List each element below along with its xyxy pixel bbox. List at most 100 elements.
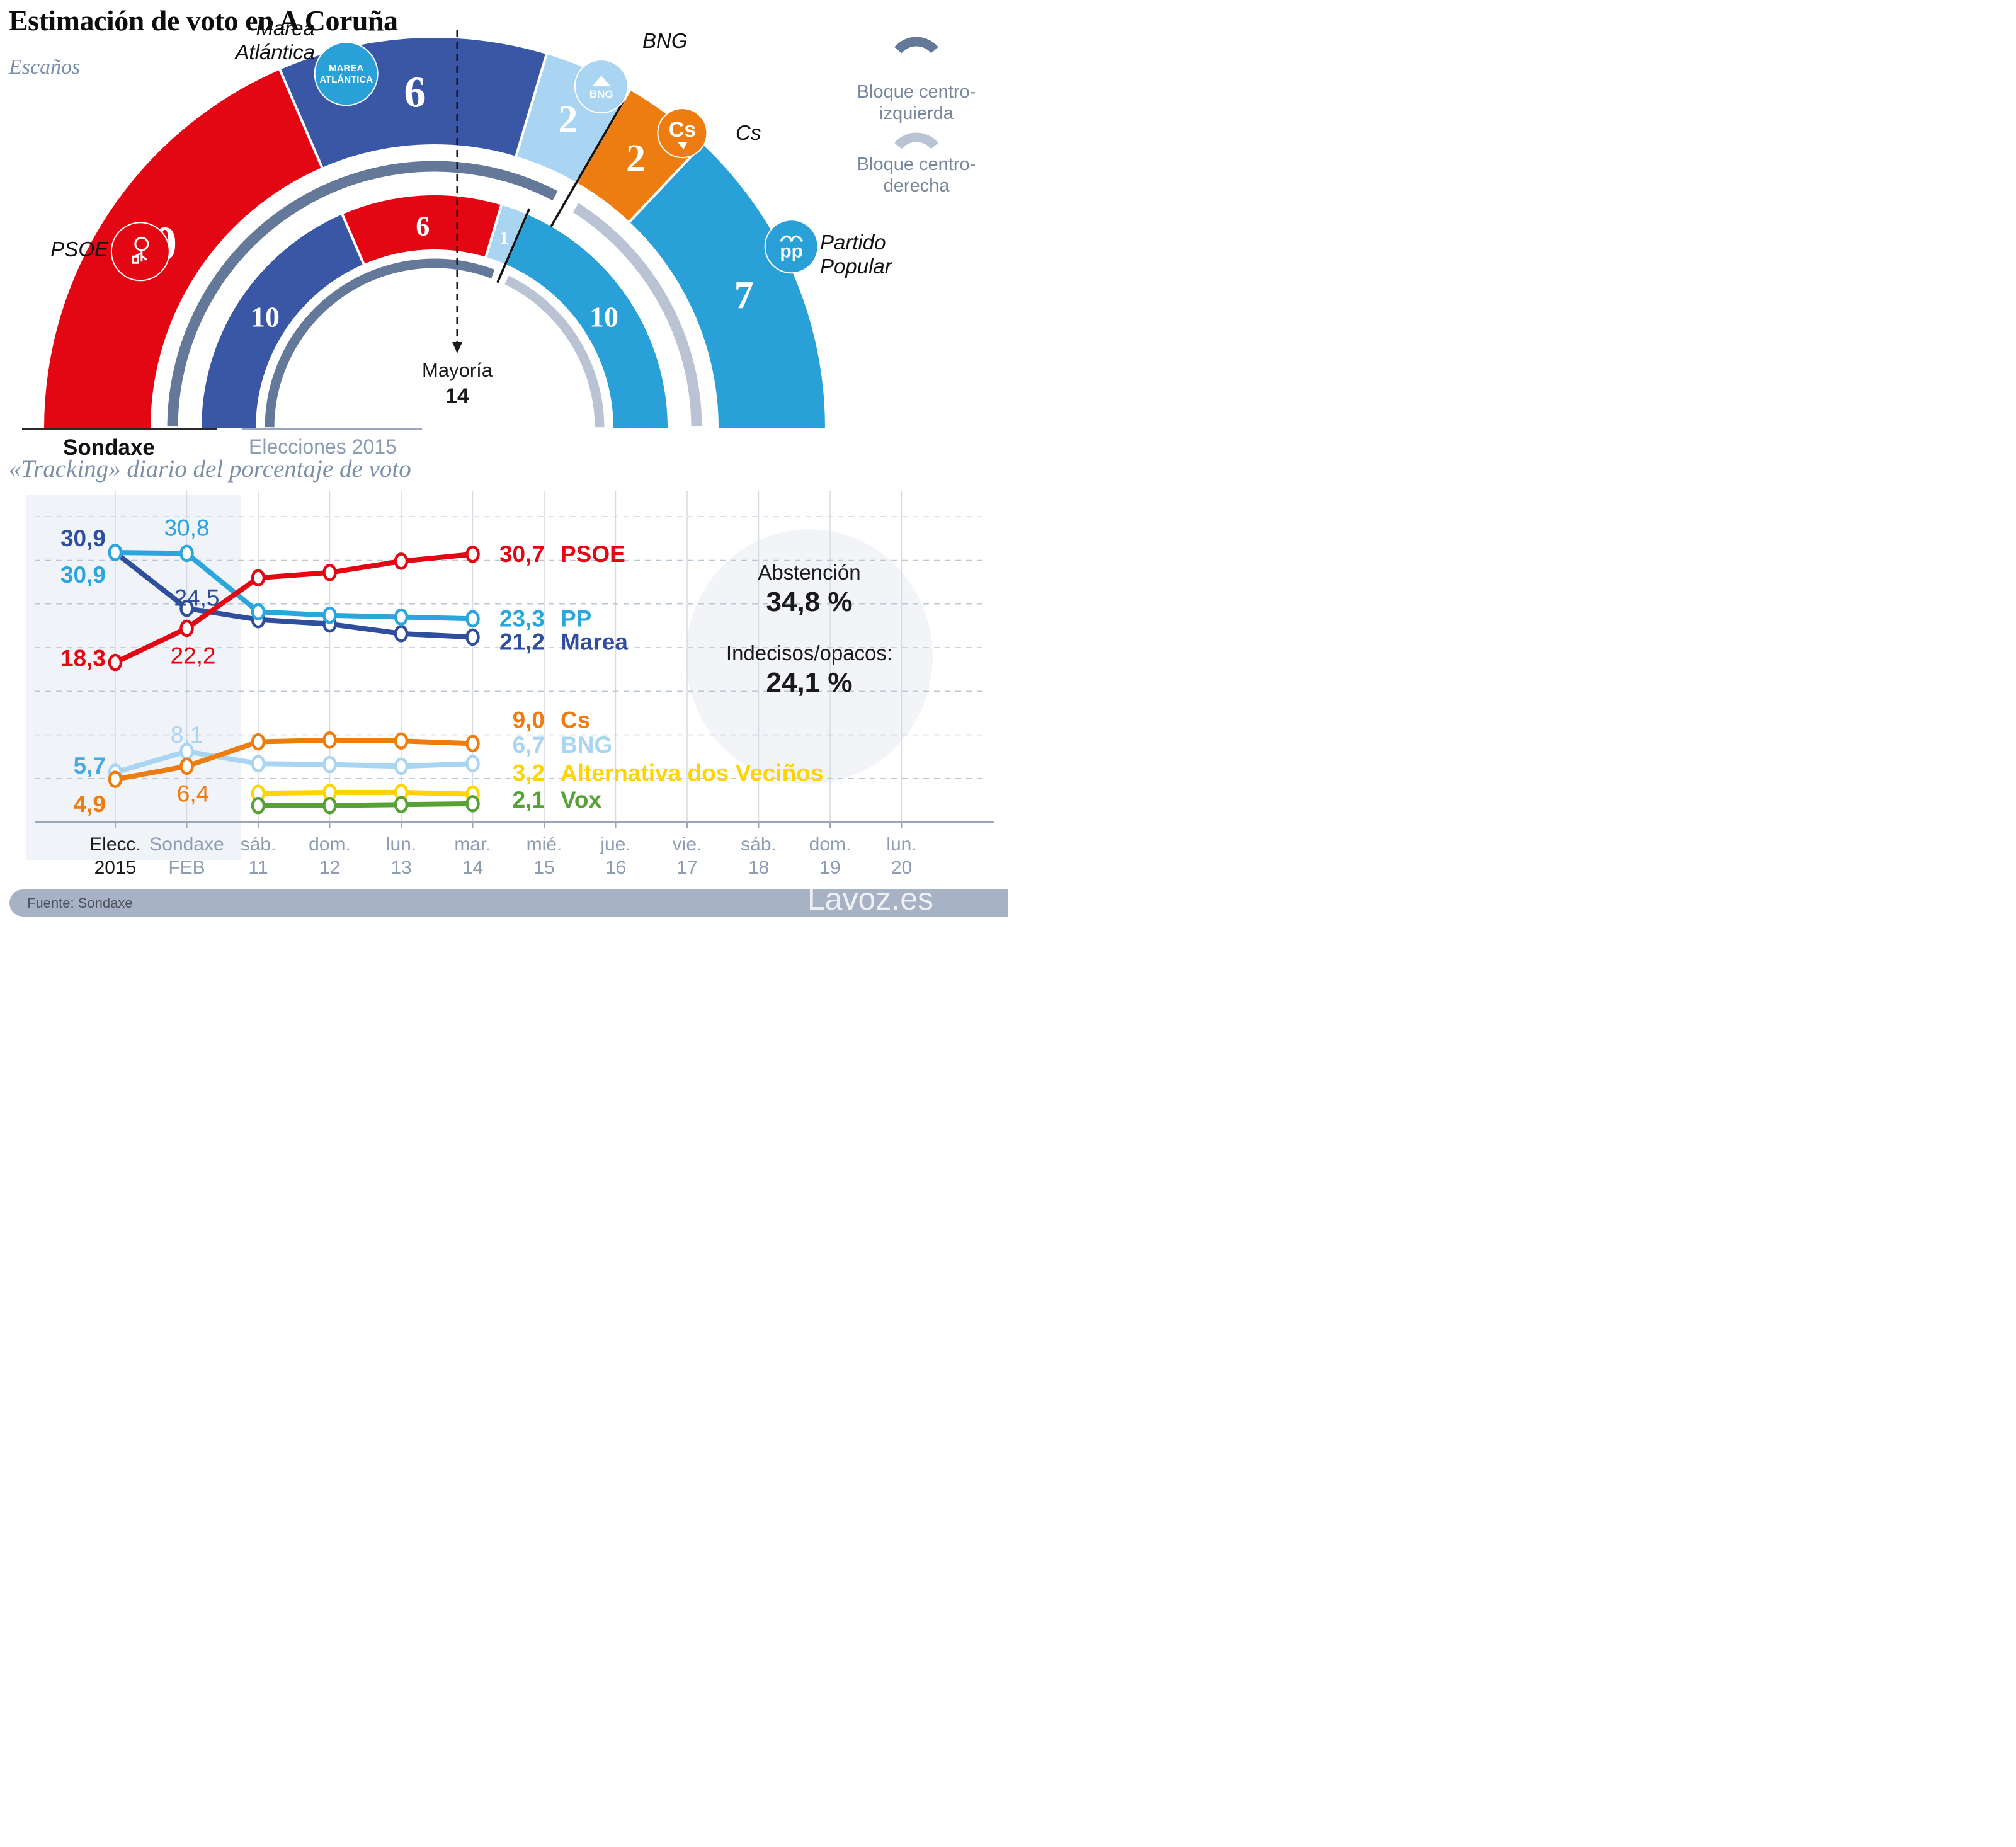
- point-label-pp-30-9: 30,9: [60, 562, 106, 588]
- segment-separator: [484, 203, 503, 259]
- x-label-line2-18: 18: [748, 857, 769, 878]
- bng-badge-text: BNG: [589, 88, 613, 100]
- ring-elecciones-2015-seats-bng: 1: [499, 228, 509, 249]
- ring-elecciones-2015-seats-marea-atl-ntica: 10: [251, 301, 280, 333]
- tracking-line-pp: [115, 550, 473, 622]
- ring-sondaxe-segment-partido-popular: [629, 144, 825, 429]
- tracking-chart-title: «Tracking» diario del porcentaje de voto: [9, 455, 411, 483]
- majority-value: 14: [445, 384, 469, 408]
- end-value-pp: 23,3: [499, 605, 545, 631]
- tracking-point-marea: [465, 628, 480, 646]
- tracking-point-psoe: [465, 546, 480, 563]
- marea-badge-text: MAREA: [329, 63, 363, 74]
- cs-triangle-icon: [677, 142, 688, 150]
- x-label-vie-17: vie.: [673, 834, 702, 855]
- annotation-24-1: 24,1 %: [766, 667, 853, 698]
- x-label-lun-20: lun.: [886, 834, 916, 855]
- point-label-bng-8-1: 8,1: [171, 722, 203, 748]
- x-label-line2-11: 11: [248, 857, 268, 878]
- tracking-point-cs: [251, 733, 266, 751]
- ring-sondaxe-seats-partido-popular: 7: [734, 274, 754, 317]
- tracking-point-psoe: [179, 619, 194, 638]
- cs-logo-badge: Cs: [657, 108, 708, 159]
- tracking-point-vox: [322, 796, 337, 815]
- tracking-point-pp: [394, 608, 409, 626]
- party-label-pp: Popular: [820, 254, 893, 278]
- tracking-point-psoe: [394, 552, 409, 570]
- tracking-line-cs: [115, 737, 473, 782]
- x-label-line2-2015: 2015: [94, 857, 137, 878]
- x-label-s-b-11: sáb.: [241, 834, 276, 855]
- end-name-bng: BNG: [561, 732, 612, 758]
- party-label-cs: Cs: [736, 121, 761, 144]
- page-title: Estimación de voto en A Coruña: [9, 4, 398, 37]
- ring-sondaxe-seats-marea-atl-ntica: 6: [404, 69, 426, 117]
- majority-arrow-icon: [452, 342, 463, 353]
- end-value-marea: 21,2: [499, 629, 545, 655]
- legend-arc-centro-derecha-icon: [894, 132, 938, 149]
- tracking-point-cs: [465, 735, 480, 753]
- x-label-dom-12: dom.: [309, 834, 351, 855]
- end-value-cs: 9,0: [513, 707, 545, 733]
- legend-label-centro-izquierda: Bloque centro-: [857, 82, 976, 102]
- seats-hemicycle-chart: 106227106110Mayoría14SondaxeElecciones 2…: [22, 16, 976, 460]
- annotation-indecisos-opacos: Indecisos/opacos:: [726, 641, 892, 665]
- point-label-cs-6-4: 6,4: [177, 781, 209, 806]
- tracking-point-psoe: [108, 653, 123, 672]
- x-label-line2-12: 12: [319, 857, 340, 878]
- legend-label-centro-derecha: Bloque centro-: [857, 154, 976, 174]
- tracking-point-pp: [322, 607, 337, 624]
- pp-logo-badge: pp: [764, 219, 819, 274]
- point-label-psoe-22-2: 22,2: [170, 643, 215, 669]
- party-label-marea: Marea: [256, 16, 315, 40]
- end-name-marea: Marea: [561, 629, 628, 655]
- point-label-cs-4-9: 4,9: [74, 791, 106, 817]
- ring-elecciones-2015-seats-partido-popular: 10: [589, 301, 618, 333]
- point-label-pp-30-8: 30,8: [164, 515, 209, 540]
- x-label-line2-14: 14: [462, 857, 483, 878]
- x-label-s-b-18: sáb.: [741, 834, 777, 855]
- tracking-point-vox: [251, 796, 266, 815]
- x-label-jue-16: jue.: [600, 834, 630, 855]
- cs-badge-text: Cs: [669, 118, 696, 142]
- tracking-point-cs: [179, 757, 194, 775]
- end-name-cs: Cs: [561, 707, 590, 733]
- tracking-point-pp: [179, 544, 194, 563]
- end-name-pp: PP: [561, 605, 591, 631]
- tracking-point-marea: [394, 625, 409, 643]
- x-label-line2-19: 19: [819, 857, 840, 878]
- x-label-dom-19: dom.: [809, 834, 851, 855]
- tracking-point-bng: [394, 757, 409, 775]
- x-label-line2-feb: FEB: [168, 857, 205, 878]
- bloc-divider-slash-sondaxe: [542, 100, 625, 241]
- party-label-psoe: PSOE: [50, 237, 109, 261]
- tracking-line-alternativa-dos-veci-os: [258, 789, 473, 797]
- tracking-point-cs: [394, 732, 409, 750]
- end-value-alternativa-dos-veci-os: 3,2: [513, 760, 545, 786]
- tracking-point-vox: [465, 795, 480, 813]
- x-label-mar-14: mar.: [454, 834, 491, 855]
- bloc-divider-slash-elecciones-2015: [496, 208, 531, 283]
- annotation-abstenci-n: Abstención: [758, 561, 860, 584]
- ring-sondaxe-seats-cs: 2: [626, 137, 646, 180]
- x-label-line2-15: 15: [533, 857, 554, 878]
- tracking-point-bng: [465, 755, 480, 772]
- tracking-line-vox: [258, 801, 473, 808]
- ring-elecciones-2015-seats-psoe: 6: [416, 211, 430, 242]
- bng-mountain-icon: [591, 76, 611, 87]
- tracking-point-bng: [322, 755, 337, 774]
- svg-text:ATLÁNTICA: ATLÁNTICA: [319, 74, 373, 85]
- majority-label: Mayoría: [422, 359, 493, 381]
- annotation-34-8: 34,8 %: [766, 586, 853, 617]
- tracking-point-pp: [465, 610, 480, 628]
- x-label-line2-17: 17: [676, 857, 697, 878]
- infographic-root: Estimación de voto en A Coruña Escaños 1…: [0, 0, 1008, 924]
- bng-logo-badge: BNG: [574, 59, 629, 114]
- x-label-line2-16: 16: [605, 857, 626, 878]
- x-label-lun-13: lun.: [386, 834, 416, 855]
- segment-separator: [278, 68, 324, 169]
- ring-axis-label-sondaxe: Sondaxe: [63, 435, 155, 460]
- tracking-point-vox: [394, 796, 409, 814]
- party-label-marea: Atlántica: [234, 40, 315, 64]
